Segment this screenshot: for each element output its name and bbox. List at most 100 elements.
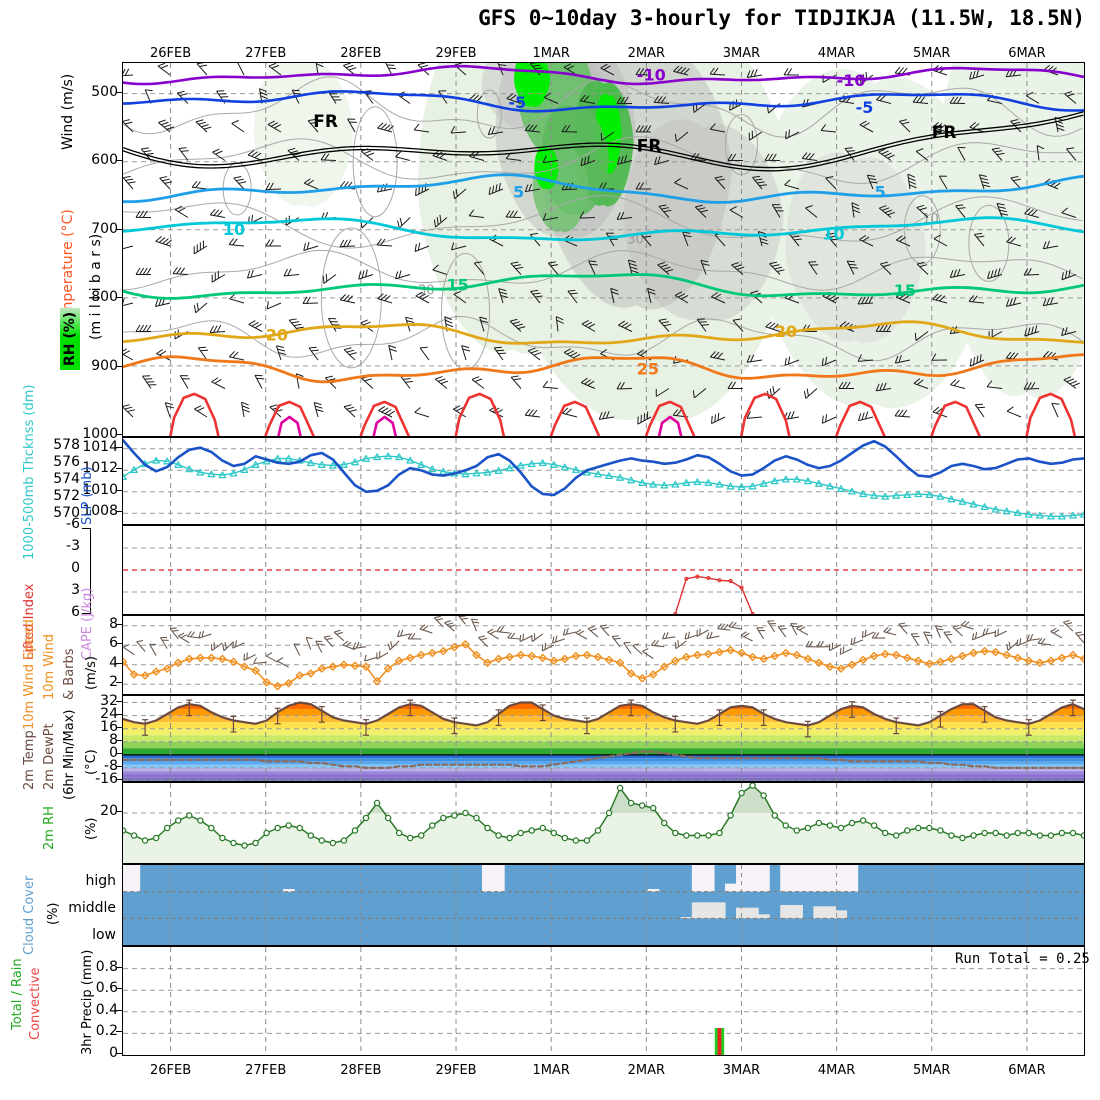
date-label: 27FEB [245, 46, 287, 61]
date-label: 28FEB [340, 1063, 382, 1078]
temp2m-panel[interactable] [122, 695, 1085, 782]
wind10m-tick: 2 [109, 674, 118, 691]
lifted-index-cape-panel[interactable] [122, 525, 1085, 615]
svg-text:25: 25 [637, 359, 659, 378]
svg-text:-5: -5 [856, 98, 874, 117]
pressure-tick: 700 [91, 220, 118, 237]
date-label: 29FEB [435, 1063, 477, 1078]
tick-mark [116, 752, 122, 754]
tick-mark [116, 662, 122, 664]
date-label: 3MAR [722, 1063, 761, 1078]
slp-tick: 1008 [82, 503, 118, 520]
date-label: 5MAR [913, 46, 951, 61]
axis-label-cape: CAPE (J/kg) [80, 587, 95, 660]
temp2m-tick: 16 [100, 718, 118, 735]
svg-text:FR: FR [637, 136, 662, 156]
page-title: GFS 0~10day 3-hourly for TIDJIKJA (11.5W… [478, 6, 1085, 30]
axis-label-rh: RH (%) [60, 307, 80, 370]
svg-text:15: 15 [447, 276, 469, 295]
lifted-index-tick: 0 [71, 560, 80, 576]
rh2m-tick: 20 [100, 803, 118, 819]
tick-mark [116, 1053, 122, 1054]
svg-text:5: 5 [875, 182, 886, 201]
svg-text:10: 10 [822, 225, 844, 244]
run-total-label: Run Total = 0.25 [955, 951, 1090, 967]
date-label: 4MAR [817, 46, 856, 61]
tick-mark [116, 643, 122, 645]
svg-text:-10: -10 [637, 66, 666, 85]
tick-mark [116, 446, 122, 448]
tick-mark [116, 726, 122, 728]
tick-mark [116, 765, 122, 767]
svg-text:5: 5 [513, 182, 524, 201]
temp2m-tick: 32 [100, 692, 118, 709]
slp-tick: 1012 [82, 460, 118, 477]
axis-label-rh-units: (%) [84, 817, 99, 841]
tick-mark [116, 779, 122, 780]
wind10m-tick: 6 [109, 635, 118, 652]
tick-mark [116, 433, 122, 435]
lifted-index-tick: -6 [66, 516, 80, 532]
axis-label-temp2m: 2m Temp [22, 730, 37, 790]
svg-text:FR: FR [313, 112, 338, 132]
svg-text:20: 20 [775, 322, 797, 341]
pressure-tick: 600 [91, 152, 118, 169]
precip-tick: 0.4 [95, 1001, 118, 1018]
precip-tick: 0.2 [95, 1023, 118, 1040]
wind10m-panel[interactable] [122, 615, 1085, 695]
tick-mark [116, 700, 122, 702]
slp-tick: 1014 [82, 438, 118, 455]
tick-mark [116, 682, 122, 684]
rh2m-panel[interactable] [122, 782, 1085, 864]
tick-mark [116, 966, 122, 968]
lifted-index-tick: -3 [66, 538, 80, 554]
date-label: 1MAR [532, 1063, 570, 1078]
axis-label-slp: SLP (mb) [80, 466, 95, 525]
tick-mark [116, 489, 122, 491]
temp2m-tick: -16 [95, 771, 118, 787]
axis-label-dewpt2m: 2m DewPt [42, 723, 57, 790]
pressure-tick: 500 [91, 83, 118, 100]
cloud-row-label-low: low [92, 927, 116, 943]
tick-mark [116, 988, 122, 990]
svg-text:-10: -10 [837, 71, 866, 90]
thickness-tick: 570 [53, 505, 80, 522]
axis-label-wind-units: (m/s) [84, 656, 99, 690]
wind10m-tick: 4 [109, 654, 118, 671]
temp2m-tick: 24 [100, 705, 118, 722]
axis-label-wind10m: 10m Wind Speed [22, 619, 37, 730]
tick-mark [116, 91, 122, 93]
tick-mark [116, 511, 122, 513]
date-label: 29FEB [435, 46, 477, 61]
date-label: 3MAR [722, 46, 761, 61]
axis-label-precip-convective: Convective [28, 967, 43, 1040]
cloud-row-label-middle: middle [68, 900, 116, 916]
tick-mark [116, 623, 122, 625]
temp2m-tick: -8 [104, 757, 118, 774]
precip-tick: 0 [109, 1045, 118, 1061]
tick-mark [116, 713, 122, 715]
pressure-tick: 800 [91, 289, 118, 306]
axis-label-degc: (°C) [84, 749, 99, 775]
tick-mark [116, 1031, 122, 1033]
tick-mark [116, 297, 122, 299]
tick-mark [116, 1009, 122, 1011]
svg-text:FR: FR [932, 123, 957, 143]
lifted-index-axis-bracket [82, 528, 91, 614]
precip-panel[interactable] [122, 946, 1085, 1056]
svg-text:15: 15 [894, 281, 916, 300]
slp-thickness-panel[interactable] [122, 437, 1085, 525]
cloud-cover-panel[interactable] [122, 864, 1085, 946]
svg-text:-5: -5 [508, 93, 526, 112]
pressure-tick: 900 [91, 357, 118, 374]
upper-air-panel[interactable]: 30 10 30 -10 -10 -5 -5 FR FR FR 5 5 10 10 15 15 20 20 25 [122, 62, 1085, 437]
axis-label-precip3hr: 3hr Precip (mm) [80, 949, 95, 1055]
thickness-tick: 578 [53, 436, 80, 453]
axis-label-cloud-cover: Cloud Cover [22, 875, 37, 955]
temp2m-tick: 0 [109, 744, 118, 761]
thickness-tick: 572 [53, 488, 80, 505]
axis-label-10m-wind: 10m Wind [42, 633, 57, 700]
thickness-tick: 574 [53, 471, 80, 487]
svg-text:20: 20 [266, 325, 288, 344]
date-label: 2MAR [627, 1063, 666, 1078]
